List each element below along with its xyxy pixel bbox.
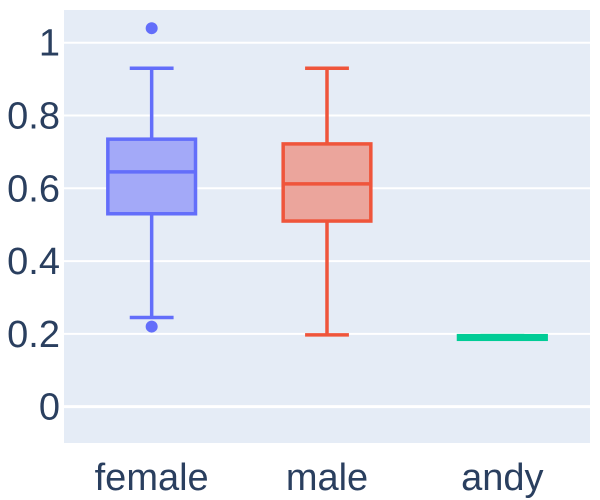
y-axis-tick-labels: 0 0.2 0.4 0.6 0.8 1	[7, 23, 60, 429]
x-axis-tick-labels: female male andy	[95, 457, 544, 499]
iqr-box-female	[106, 137, 198, 216]
box-male	[281, 66, 373, 337]
y-tick-label: 1	[39, 23, 60, 65]
x-tick-label-female: female	[95, 457, 209, 499]
y-tick-label: 0.8	[7, 96, 60, 138]
x-tick-label-male: male	[286, 457, 368, 499]
y-tick-label: 0.6	[7, 168, 60, 210]
box-series	[106, 22, 548, 342]
outlier-point-female-1	[145, 320, 158, 333]
box-andy	[456, 333, 548, 342]
box-female	[106, 22, 198, 333]
y-tick-label: 0.2	[7, 314, 60, 356]
outlier-point-female-0	[145, 22, 158, 35]
x-tick-label-andy: andy	[461, 457, 543, 499]
y-tick-label: 0.4	[7, 241, 60, 283]
y-tick-label: 0	[39, 387, 60, 429]
